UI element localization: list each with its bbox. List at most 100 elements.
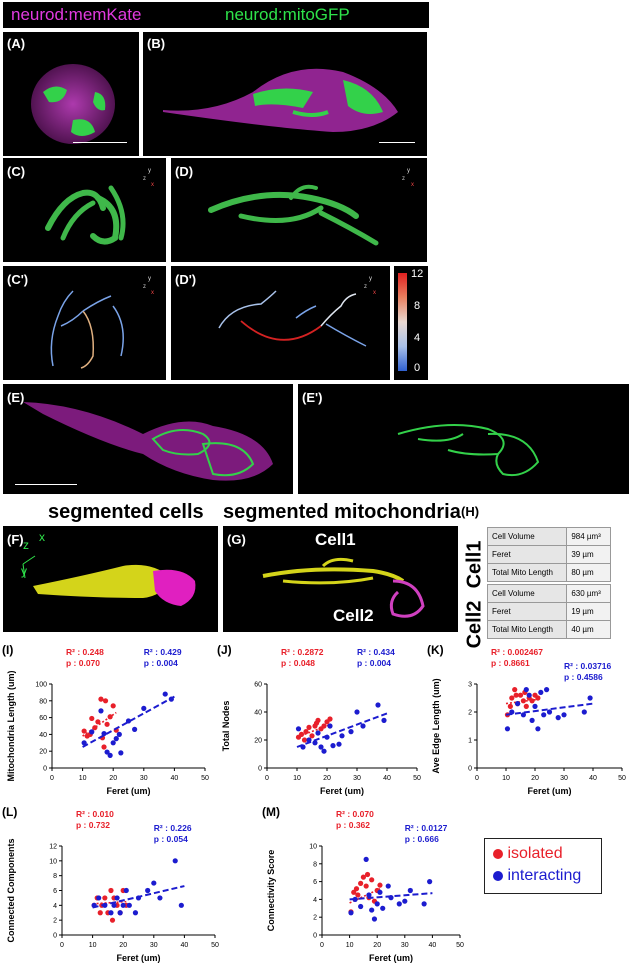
- x-tick-label: 40: [589, 775, 597, 782]
- interacting-point: [114, 895, 120, 901]
- x-tick-label: 20: [323, 775, 331, 782]
- svg-text:z: z: [402, 176, 405, 182]
- table-row: Total Mito Length 80 µm: [486, 563, 611, 582]
- y-tick-label: 60: [39, 715, 47, 722]
- panel-f-label: (F): [7, 532, 24, 547]
- x-tick-label: 50: [413, 775, 421, 782]
- interacting-point: [125, 718, 132, 724]
- interacting-point: [306, 737, 312, 743]
- interacting-point: [544, 687, 550, 693]
- interacting-point: [375, 702, 381, 708]
- x-tick-label: 20: [119, 942, 127, 949]
- interacting-point: [374, 901, 380, 907]
- table-row: Feret 19 µm: [486, 602, 611, 621]
- interacting-r2-label: R² : 0.429: [144, 647, 182, 657]
- x-tick-label: 0: [50, 775, 54, 782]
- isolated-point: [97, 910, 103, 916]
- isolated-p-label: p : 0.732: [76, 820, 110, 830]
- isolated-fit-line: [82, 711, 117, 737]
- interacting-point: [546, 709, 553, 715]
- x-tick-label: 50: [618, 775, 626, 782]
- isolated-r2-label: R² : 0.248: [66, 647, 104, 657]
- panel-label-m: (M): [262, 805, 280, 819]
- isolated-point: [306, 724, 312, 730]
- x-tick-label: 0: [320, 942, 324, 949]
- svg-text:x: x: [151, 290, 154, 296]
- isolated-r2-label: R² : 0.010: [76, 809, 114, 819]
- x-axis-label: Feret (um): [369, 953, 413, 963]
- interacting-point: [541, 712, 547, 718]
- panel-c-label: (C): [7, 164, 26, 179]
- interacting-point: [178, 902, 184, 908]
- axis-x-label: x: [39, 530, 45, 544]
- y-axis-label: Mitochondria Length (um): [6, 671, 16, 782]
- axis-z-label: z: [23, 538, 29, 552]
- x-tick-label: 0: [265, 775, 269, 782]
- isolated-point: [358, 880, 364, 886]
- isolated-p-label: p : 0.362: [336, 820, 370, 830]
- isolated-point: [355, 892, 361, 898]
- interacting-point: [318, 744, 324, 750]
- chart-k: (K) 0 10 20 30 40 50 0 1 2 3 Feret (um) Ave Edge Len…: [427, 643, 626, 796]
- interacting-point: [324, 734, 330, 740]
- table-row: Cell Volume 630 µm³: [486, 584, 611, 603]
- interacting-point: [172, 858, 178, 864]
- y-tick-label: 0: [313, 933, 317, 940]
- panel-g-segmented-mito: [262, 557, 425, 618]
- interacting-point: [116, 731, 122, 737]
- isolated-point: [517, 692, 524, 698]
- y-tick-label: 6: [53, 888, 57, 895]
- interacting-point: [366, 892, 372, 898]
- isolated-r2-label: R² : 0.2872: [281, 647, 324, 657]
- y-tick-label: 20: [254, 738, 262, 745]
- colorbar-tick-12: 12: [411, 268, 424, 280]
- panel-g-label: (G): [227, 532, 246, 547]
- legend-dot-blue: [493, 871, 503, 881]
- legend-interacting-label: interacting: [507, 867, 582, 884]
- x-tick-label: 30: [140, 775, 148, 782]
- interacting-point: [348, 910, 354, 916]
- svg-text:z: z: [143, 176, 146, 182]
- interacting-point: [504, 726, 511, 732]
- isolated-r2-label: R² : 0.070: [336, 809, 374, 819]
- x-tick-label: 40: [171, 775, 179, 782]
- isolated-point: [301, 737, 308, 743]
- interacting-point: [104, 749, 110, 755]
- interacting-point: [427, 879, 433, 885]
- panel-e-image: (E): [3, 384, 293, 494]
- legend-isolated-label: isolated: [507, 845, 563, 862]
- x-axis-label: Feret (um): [320, 786, 364, 796]
- cell1-label: Cell1: [315, 530, 356, 549]
- isolated-point: [108, 887, 114, 894]
- y-tick-label: 6: [313, 879, 317, 886]
- interacting-point: [113, 736, 119, 742]
- y-tick-label: 40: [254, 710, 262, 717]
- x-tick-label: 30: [150, 942, 158, 949]
- interacting-point: [91, 902, 97, 908]
- interacting-point: [98, 708, 104, 714]
- interacting-point: [118, 750, 124, 756]
- colorbar-tick-0: 0: [414, 362, 421, 374]
- y-tick-label: 20: [39, 749, 47, 756]
- svg-text:y: y: [148, 276, 151, 282]
- x-tick-label: 30: [401, 942, 409, 949]
- isolated-point: [529, 698, 535, 704]
- interacting-point: [421, 901, 427, 907]
- interacting-point: [360, 723, 366, 729]
- panel-e-prime-label: (E'): [302, 390, 323, 405]
- interacting-point: [509, 709, 515, 715]
- panel-b-image: (B): [143, 32, 427, 156]
- x-tick-label: 50: [211, 942, 219, 949]
- interacting-point: [352, 896, 358, 902]
- panel-e-label: (E): [7, 390, 25, 405]
- svg-text:x: x: [373, 290, 376, 296]
- isolated-point: [327, 716, 333, 722]
- interacting-point: [407, 887, 413, 894]
- scale-bar-a: [73, 142, 127, 143]
- interacting-point: [295, 726, 302, 732]
- interacting-point: [526, 692, 532, 698]
- x-tick-label: 40: [429, 942, 437, 949]
- y-tick-label: 10: [49, 858, 57, 865]
- panel-f-image: (F) z x y: [3, 526, 218, 632]
- isolated-point: [363, 883, 369, 889]
